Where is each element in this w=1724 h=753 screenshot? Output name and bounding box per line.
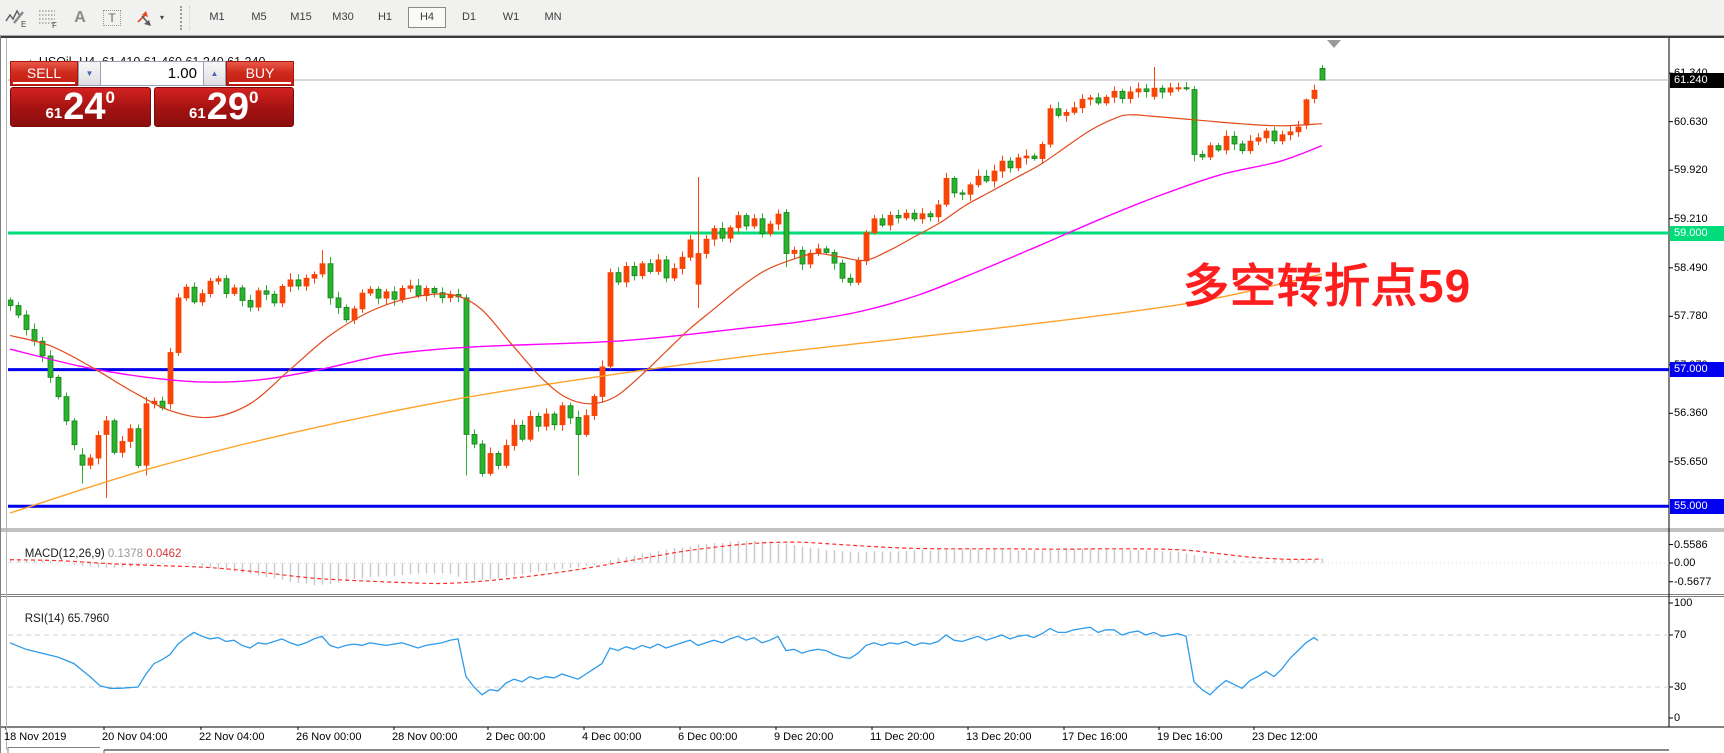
volume-up-button[interactable]: ▲ [203,61,226,86]
chevron-down-icon: ▾ [159,13,164,22]
toolbar-drag-handle[interactable] [180,5,190,30]
price-tick: 59.210 [1674,212,1708,225]
volume-input[interactable]: 1.00 [101,61,203,86]
price-tick: 58.490 [1674,261,1708,274]
candles-group [8,64,1326,499]
plot-left-border [6,38,7,750]
macd-scale-tick: -0.5677 [1674,575,1712,588]
time-tick-label: 13 Dec 20:00 [966,731,1032,743]
textbox-icon[interactable]: T [97,5,127,31]
volume-down-button[interactable]: ▼ [78,61,101,86]
macd-signal-line [9,541,1323,585]
text-a-icon[interactable]: A [74,8,86,26]
rsi-value: 65.7960 [67,613,110,625]
macd-panel [8,540,1669,586]
macd-label: MACD(12,26,9) 0.1378 0.0462 [24,548,182,560]
time-tick-label: 2 Dec 00:00 [486,731,546,743]
timeframe-m30[interactable]: M30 [332,11,354,23]
price-level-badge: 59.000 [1670,225,1724,241]
price-tick: 55.650 [1674,455,1708,468]
timeframe-m1[interactable]: M1 [209,11,225,23]
svg-text:E: E [21,20,26,29]
ma-fast-line [9,114,1323,419]
time-tick-label: 28 Nov 00:00 [392,731,458,743]
timeframe-group: M1 M5 M15 M30 H1 H4 D1 W1 MN [196,7,574,28]
timeframe-m5[interactable]: M5 [251,11,267,23]
time-tick-label: 17 Dec 16:00 [1062,731,1128,743]
timeframe-w1[interactable]: W1 [502,11,520,23]
price-tick: 57.780 [1674,310,1708,323]
price-level-badge: 57.000 [1670,362,1724,378]
price-tick: 60.630 [1674,115,1708,128]
time-tick-label: 22 Nov 04:00 [199,731,265,743]
rsi-label: RSI(14) 65.7960 [24,613,110,625]
sell-button[interactable]: SELL [10,61,78,86]
arrows-icon[interactable]: ▾ [129,5,169,31]
time-tick-label: 20 Nov 04:00 [102,731,168,743]
rsi-scale-tick: 100 [1674,597,1693,609]
one-click-trading-panel: SELL ▼ 1.00 ▲ BUY 61 24 0 61 29 0 [10,61,294,127]
toolbar: E F A T ▾ M1 M5 M15 M30 H [0,0,1724,36]
ma-slow-line [9,273,1323,514]
price-tick: 59.920 [1674,164,1708,177]
rsi-scale-tick: 30 [1674,681,1687,693]
window-left-border [0,36,1,753]
rsi-scale-tick: 0 [1674,712,1681,724]
rsi-panel [8,626,1669,696]
rsi-line [9,626,1319,696]
timeframe-h1[interactable]: H1 [377,11,393,23]
rsi-scale-tick: 70 [1674,629,1687,641]
timeframe-d1[interactable]: D1 [461,11,477,23]
time-tick-label: 23 Dec 12:00 [1252,731,1318,743]
time-tick-label: 6 Dec 00:00 [678,731,738,743]
time-tick-label: 9 Dec 20:00 [774,731,834,743]
sell-price-panel[interactable]: 61 24 0 [10,87,151,127]
macd-scale-tick: 0.00 [1674,557,1696,569]
chart-annotation-text: 多空转折点59 [1183,260,1472,312]
price-level-badge: 55.000 [1670,498,1724,514]
timeframe-h4[interactable]: H4 [408,7,446,28]
time-tick-label: 11 Dec 20:00 [870,731,935,743]
price-tick: 56.360 [1674,407,1708,420]
shift-marker-icon [1327,40,1341,48]
buy-price-panel[interactable]: 61 29 0 [153,87,294,127]
time-tick-label: 4 Dec 00:00 [582,731,642,743]
chart-window [0,36,1724,753]
macd-scale-tick: 0.5586 [1674,538,1708,551]
chart-pencil-icon[interactable]: E [1,5,31,31]
time-tick-label: 26 Nov 00:00 [296,731,362,743]
main-panel [8,64,1669,514]
grid-icon[interactable]: F [33,5,63,31]
time-tick-label: 19 Dec 16:00 [1157,731,1223,743]
time-tick-label: 18 Nov 2019 [4,731,67,743]
macd-main-value: 0.1378 [107,548,144,560]
timeframe-mn[interactable]: MN [544,11,562,23]
macd-signal-value: 0.0462 [146,548,182,560]
svg-text:F: F [52,21,57,29]
buy-button[interactable]: BUY [226,61,294,86]
timeframe-m15[interactable]: M15 [290,11,312,23]
bid-price-badge: 61.240 [1670,72,1724,88]
